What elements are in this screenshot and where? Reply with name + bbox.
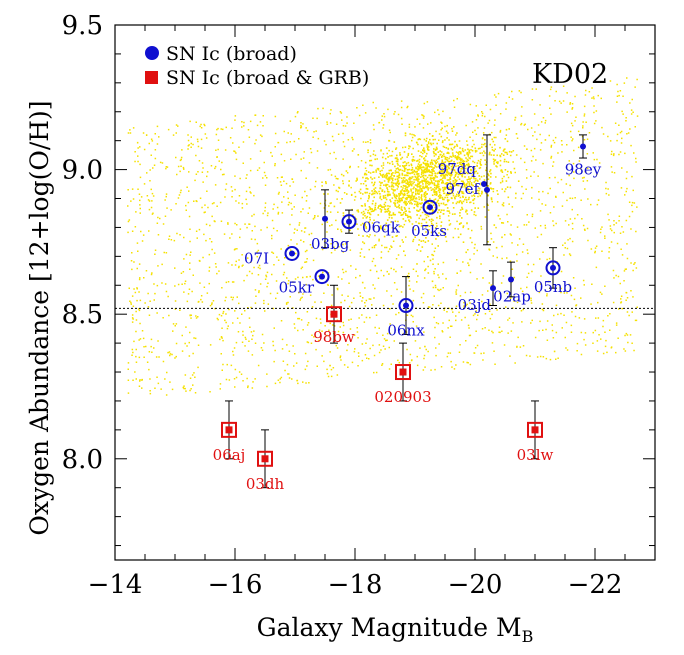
broad-point — [289, 250, 295, 257]
grb-point-label: 98bw — [313, 328, 355, 346]
broad-point — [403, 302, 409, 309]
broad-point-label: 98ey — [565, 160, 602, 178]
y-axis-title: Oxygen Abundance [12+log(O/H)] — [25, 100, 54, 535]
grb-point — [330, 310, 338, 318]
grb-point-box — [221, 421, 237, 438]
broad-point-label: 97dq — [438, 160, 477, 178]
grb-point-label: 03dh — [246, 475, 285, 493]
broad-point — [346, 218, 352, 225]
broad-point-label: 97ef — [445, 180, 480, 198]
grb-point-label: 06aj — [213, 446, 246, 464]
grb-point — [399, 368, 407, 376]
y-tick-label: 8.0 — [62, 445, 103, 475]
x-tick-label: −18 — [328, 570, 383, 600]
broad-point-ring — [398, 298, 414, 314]
legend-broad-marker — [145, 46, 159, 60]
broad-point — [508, 276, 514, 283]
legend-grb-label: SN Ic (broad & GRB) — [166, 67, 369, 89]
broad-point-label: 07I — [244, 249, 269, 267]
grb-point — [225, 426, 233, 434]
broad-point-ring — [422, 199, 438, 215]
broad-point-label: 05ks — [411, 222, 447, 240]
x-axis-title: Galaxy Magnitude MB — [257, 613, 534, 646]
plot-frame — [114, 24, 656, 561]
broad-point — [580, 143, 586, 150]
broad-point — [550, 264, 556, 271]
x-tick-label: −14 — [88, 570, 143, 600]
grb-point-box — [257, 450, 273, 467]
broad-point-label: 03jd — [458, 296, 492, 314]
broad-point — [322, 215, 328, 222]
y-tick-label: 9.0 — [62, 156, 103, 186]
broad-point-ring — [341, 214, 357, 230]
y-tick-label: 9.5 — [62, 11, 103, 41]
x-tick-label: −16 — [208, 570, 263, 600]
broad-point-label: 06nx — [387, 322, 425, 340]
data-points — [221, 134, 587, 489]
grb-point-label: 03lw — [517, 446, 554, 464]
grb-point-box — [326, 306, 342, 323]
broad-point-label: 03bg — [311, 235, 350, 253]
broad-point — [427, 204, 433, 211]
x-axis-title-subscript: B — [522, 627, 534, 646]
plot-border — [114, 24, 656, 561]
x-tick-label: −20 — [448, 570, 503, 600]
legend-grb-marker — [145, 71, 158, 84]
y-tick-label: 8.5 — [62, 300, 103, 330]
broad-point-label: 05kr — [279, 279, 315, 297]
broad-point — [319, 273, 325, 280]
legend: SN Ic (broad) SN Ic (broad & GRB) — [145, 43, 369, 89]
grb-point-label: 020903 — [374, 388, 431, 406]
grb-point — [261, 455, 269, 463]
legend-broad-label: SN Ic (broad) — [166, 43, 297, 65]
broad-point — [484, 186, 490, 193]
chart-title: KD02 — [532, 59, 608, 90]
grb-point-box — [527, 421, 543, 438]
broad-point-ring — [545, 260, 561, 276]
broad-point — [490, 285, 496, 292]
x-tick-label: −22 — [568, 570, 623, 600]
broad-point — [481, 181, 487, 188]
x-axis-title-main: Galaxy Magnitude M — [257, 613, 522, 642]
broad-point-label: 06qk — [362, 219, 401, 237]
grb-point-box — [395, 364, 411, 381]
broad-point-label: 02ap — [493, 287, 531, 305]
broad-point-ring — [284, 245, 300, 261]
axis-ticks: −14 −16 −18 −20 −22 8.0 8.5 9.0 9.5 — [62, 11, 656, 600]
broad-point-ring — [314, 269, 330, 285]
broad-point-label: 05nb — [534, 278, 572, 296]
grb-point — [531, 426, 539, 434]
